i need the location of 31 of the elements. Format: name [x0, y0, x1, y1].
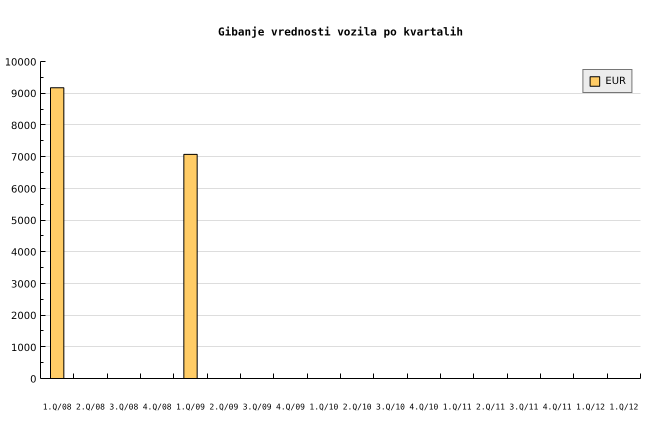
- y-tick-label: 1000: [11, 342, 37, 354]
- y-tick-label: 10000: [4, 58, 36, 68]
- y-tick-label: 5000: [11, 216, 37, 227]
- y-tick-label: 0: [30, 374, 37, 386]
- y-tick-label: 3000: [11, 279, 37, 290]
- y-tick-label: 9000: [11, 89, 37, 100]
- x-tick-label: 3.Q/09: [242, 402, 272, 412]
- x-tick-label: 3.Q/08: [109, 402, 138, 412]
- x-tick-label: 2.Q/11: [476, 402, 506, 412]
- x-tick-label: 1.Q/12: [609, 402, 638, 412]
- x-tick-label: 4.Q/08: [142, 402, 172, 412]
- x-tick-label: 1.Q/10: [309, 402, 338, 412]
- x-tick-label: 2.Q/09: [209, 402, 238, 412]
- y-tick-label: 7000: [11, 152, 37, 164]
- x-tick-label: 4.Q/09: [276, 402, 306, 412]
- x-tick-label: 2.Q/10: [342, 402, 372, 412]
- chart-title: Gibanje vrednosti vozila po kvartalih: [218, 26, 464, 38]
- y-tick-label: 4000: [11, 248, 37, 259]
- x-tick-label: 1.Q/12: [576, 402, 606, 412]
- y-tick-label: 6000: [11, 184, 37, 196]
- x-tick-label: 3.Q/11: [509, 402, 538, 412]
- x-tick-label: 1.Q/09: [176, 402, 206, 412]
- x-tick-label: 2.Q/08: [76, 402, 106, 412]
- x-tick-label: 3.Q/10: [376, 402, 406, 412]
- x-tick-label: 4.Q/11: [542, 402, 572, 412]
- y-tick-label: 2000: [11, 311, 37, 322]
- x-tick-label: 1.Q/08: [42, 402, 72, 412]
- x-tick-label: 4.Q/10: [409, 402, 438, 412]
- x-tick-label: 1.Q/11: [442, 402, 472, 412]
- legend-label: EUR: [605, 76, 626, 86]
- y-tick-label: 8000: [11, 120, 37, 132]
